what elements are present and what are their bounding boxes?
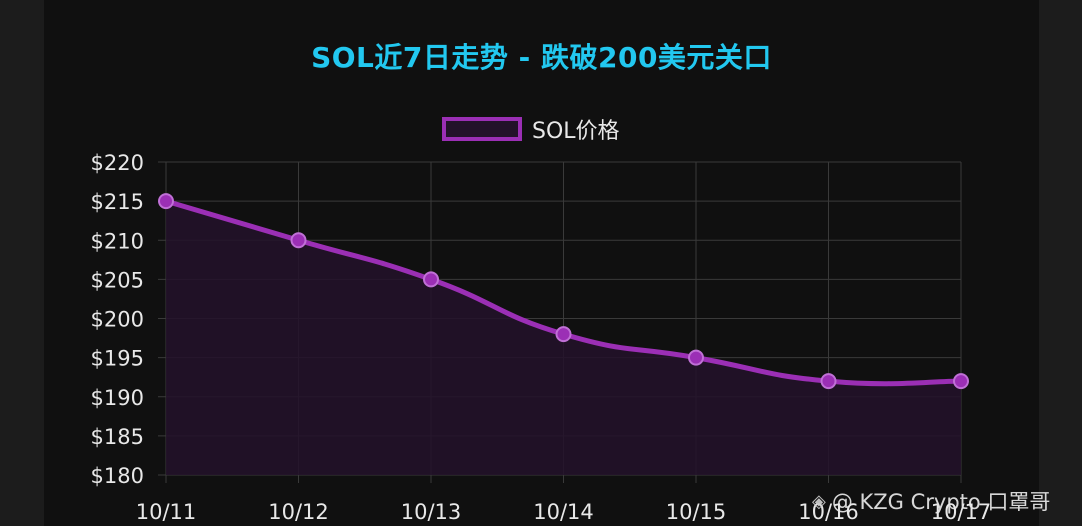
x-tick-label: 10/15 [666, 500, 727, 524]
data-point [158, 193, 174, 210]
watermark: ◈ @ KZG Crypto 口罩哥 [812, 486, 1050, 516]
y-tick-label: $190 [91, 386, 144, 410]
y-tick-label: $215 [91, 190, 144, 214]
y-tick-label: $220 [91, 151, 144, 175]
data-point [290, 232, 307, 249]
legend-label: SOL价格 [532, 119, 620, 144]
y-tick-label: $205 [91, 268, 144, 292]
watermark-text: @ KZG Crypto 口罩哥 [831, 490, 1051, 514]
y-tick-label: $185 [91, 425, 144, 449]
data-point [688, 349, 704, 366]
x-tick-label: 10/16 [798, 500, 859, 524]
x-tick-label: 10/13 [401, 500, 462, 524]
y-tick-label: $210 [91, 229, 144, 253]
data-point [953, 373, 969, 390]
y-tick-label: $200 [91, 308, 144, 332]
chart-legend[interactable]: SOL价格 [442, 114, 620, 144]
binance-logo-icon: ◈ [812, 490, 826, 512]
y-tick-label: $180 [91, 464, 144, 488]
x-tick-label: 10/17 [931, 500, 992, 524]
chart-title: SOL近7日走势 - 跌破200美元关口 [311, 41, 772, 74]
legend-swatch [442, 117, 522, 141]
x-tick-label: 10/14 [533, 500, 594, 524]
x-tick-label: 10/11 [136, 500, 197, 524]
data-point [820, 373, 837, 390]
data-point [423, 271, 439, 288]
x-tick-label: 10/12 [268, 500, 329, 524]
data-point [555, 326, 572, 343]
y-tick-label: $195 [91, 347, 144, 371]
